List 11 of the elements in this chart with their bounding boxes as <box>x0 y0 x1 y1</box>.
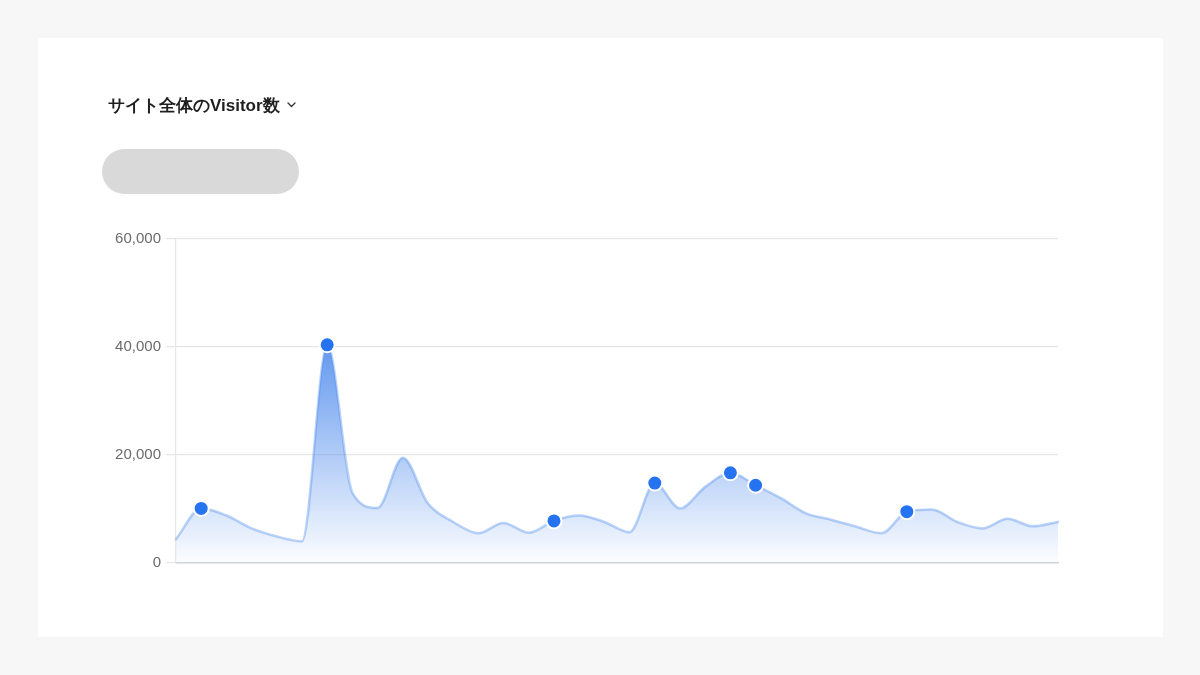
point <box>721 464 739 482</box>
point <box>318 336 336 354</box>
chart-title: サイト全体のVisitor数 <box>108 95 280 117</box>
point <box>545 512 563 530</box>
y-tick-label: 60,000 <box>115 229 161 247</box>
point <box>747 476 765 494</box>
point <box>898 503 916 521</box>
point <box>646 474 664 492</box>
y-tick-label: 20,000 <box>115 445 161 463</box>
y-tick-label: 40,000 <box>115 337 161 355</box>
y-tick-label: 0 <box>152 553 161 571</box>
